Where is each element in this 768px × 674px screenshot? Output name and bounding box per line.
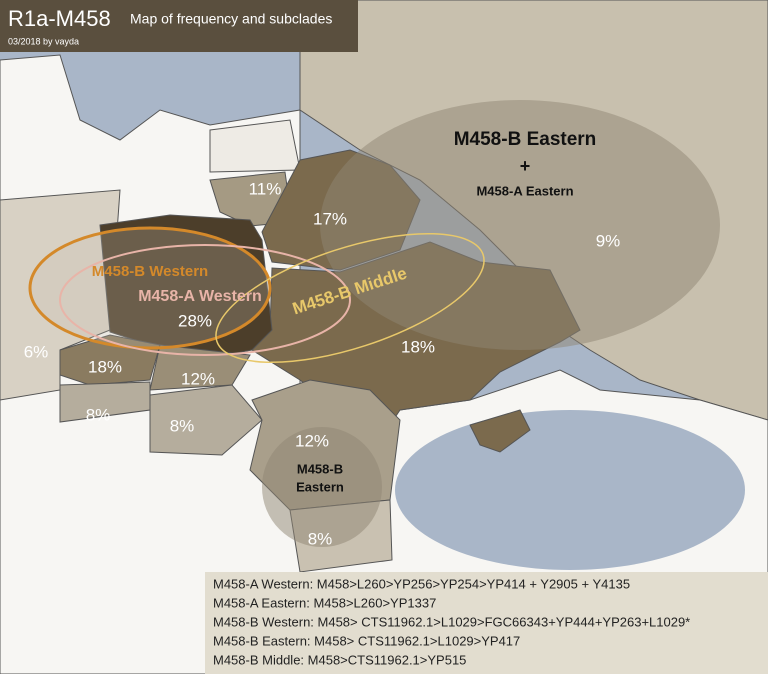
header-box bbox=[0, 0, 358, 52]
subtitle: Map of frequency and subclades bbox=[130, 11, 332, 27]
frequency: 12% bbox=[295, 431, 329, 450]
crimea bbox=[469, 409, 531, 453]
middle-range bbox=[215, 232, 485, 364]
legend-line: M458-B Western: M458> CTS11962.1>L1029>F… bbox=[213, 614, 690, 629]
frequency: 6% bbox=[24, 342, 49, 361]
map-label: + bbox=[520, 156, 531, 176]
frequency: 9% bbox=[596, 231, 621, 250]
frequency: 8% bbox=[86, 405, 111, 424]
frequency: 17% bbox=[313, 209, 347, 228]
map-label: M458-B bbox=[297, 461, 343, 476]
frequency: 11% bbox=[249, 179, 282, 198]
black-sea bbox=[395, 410, 745, 570]
legend-line: M458-A Western: M458>L260>YP256>YP254>YP… bbox=[213, 576, 630, 591]
frequency: 8% bbox=[308, 529, 333, 548]
western-b-range bbox=[28, 226, 272, 350]
map-label: M458-B Western bbox=[92, 263, 208, 280]
frequency: 28% bbox=[178, 311, 212, 330]
legend-line: M458-B Middle: M458>CTS11962.1>YP515 bbox=[213, 652, 466, 667]
hungary bbox=[149, 384, 263, 456]
map-label: M458-A Eastern bbox=[476, 183, 573, 198]
title: R1a-M458 bbox=[8, 6, 111, 31]
legend-box bbox=[205, 572, 768, 674]
frequency: 8% bbox=[170, 416, 195, 435]
legend: M458-A Western: M458>L260>YP256>YP254>YP… bbox=[213, 576, 690, 667]
legend-line: M458-A Eastern: M458>L260>YP1337 bbox=[213, 595, 436, 610]
balkan-range bbox=[262, 427, 382, 547]
frequency: 18% bbox=[401, 337, 435, 356]
map-label: M458-B Eastern bbox=[454, 129, 597, 150]
frequency: 12% bbox=[181, 369, 215, 388]
map-label: Eastern bbox=[296, 479, 344, 494]
frequency: 18% bbox=[88, 357, 122, 376]
credit: 03/2018 by vayda bbox=[8, 36, 79, 46]
legend-line: M458-B Eastern: M458> CTS11962.1>L1029>Y… bbox=[213, 633, 520, 648]
eastern-range bbox=[320, 100, 720, 350]
western-a-range bbox=[59, 244, 351, 356]
map-label: M458-A Western bbox=[138, 288, 262, 305]
